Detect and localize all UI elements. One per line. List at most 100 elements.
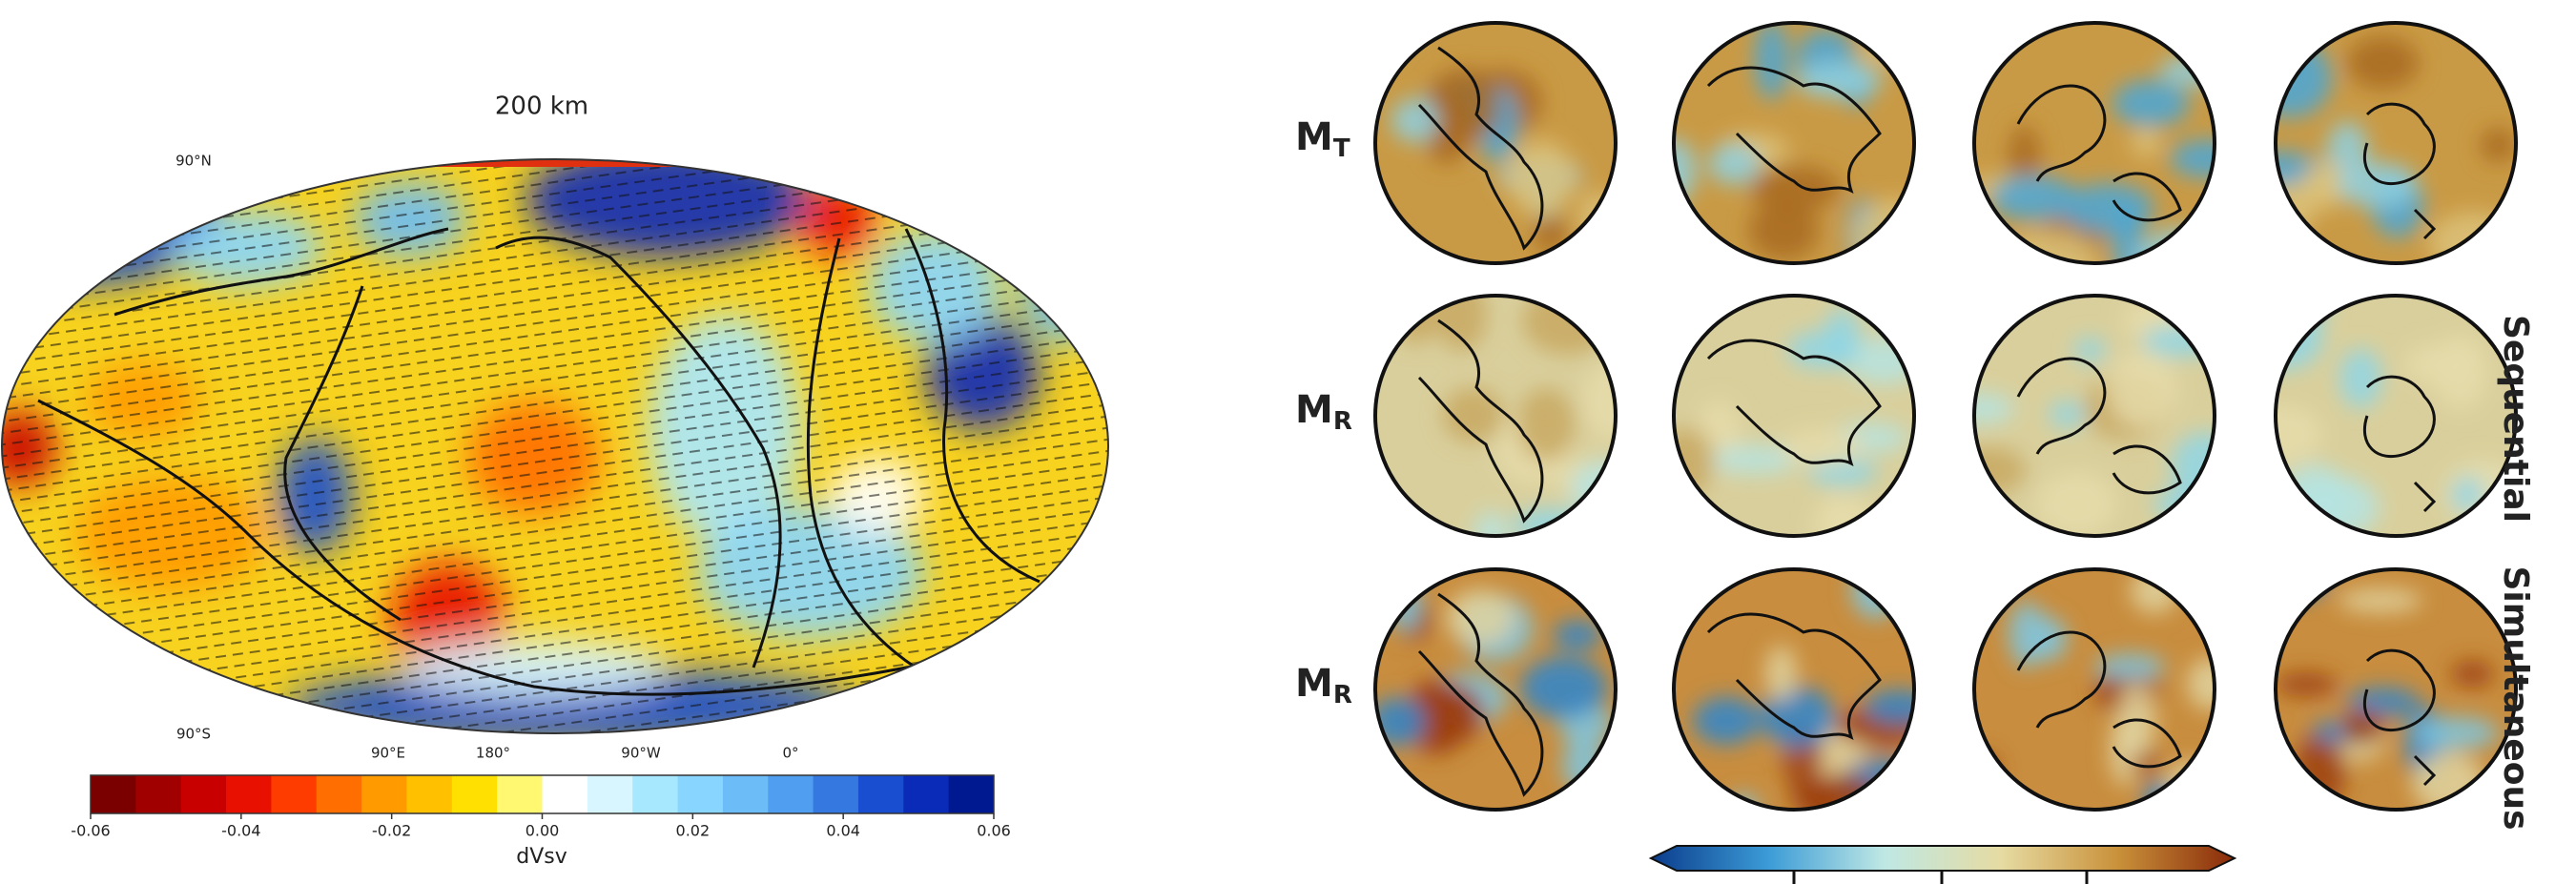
globe-anomaly (1435, 278, 1487, 351)
colorbar-band (858, 775, 904, 813)
globe-anomaly (2480, 128, 2517, 163)
globe-anomaly (1787, 331, 1855, 368)
globe-anomaly (1963, 753, 1999, 790)
globe-anomaly (2451, 661, 2494, 688)
globe-anomaly (2246, 259, 2331, 332)
globe-anomaly (1865, 689, 1935, 724)
colorbar-tick-label: -0.04 (221, 822, 260, 840)
globe-anomaly (2108, 350, 2177, 428)
globe-anomaly (1693, 697, 1760, 745)
colorbar-label: dVsv (516, 845, 567, 869)
globe-anomaly (2257, 504, 2299, 565)
globe-anomaly (2159, 55, 2231, 86)
group-label: Simultaneous (2496, 565, 2535, 830)
colorbar-band (587, 775, 633, 813)
globe (1351, 23, 1616, 263)
globe (1349, 278, 1644, 557)
globe-colorbar (1651, 846, 2235, 884)
row-label-sub: R (1333, 407, 1352, 436)
globe-anomaly (1954, 446, 2026, 494)
colorbar-band (632, 775, 678, 813)
globe (1963, 567, 2234, 832)
lat-label: 90°N (175, 153, 212, 170)
globe-anomaly (2413, 716, 2499, 750)
colorbar-band (543, 775, 588, 813)
globe-anomaly (1553, 620, 1601, 649)
globe-anomaly (1512, 507, 1593, 542)
globe-anomaly (2346, 36, 2419, 89)
colorbar-tick-label: 0.02 (676, 822, 711, 840)
globe-anomaly (1755, 20, 1788, 100)
globe-anomaly (2268, 41, 2302, 70)
globe-anomaly (2337, 162, 2417, 208)
colorbar-band (768, 775, 814, 813)
figure: 200 km 90°N 90°S 90°E 180° 90°W 0° -0.06… (0, 0, 2576, 884)
colorbar-band (814, 775, 859, 813)
globe-anomaly (1948, 393, 2014, 423)
colorbar-band (723, 775, 769, 813)
globe-anomaly (2186, 511, 2218, 539)
colorbar-tick-label: -0.06 (71, 822, 110, 840)
colorbar-tick-label: -0.02 (372, 822, 411, 840)
globe-anomaly (1349, 283, 1405, 311)
globe-anomaly (2265, 568, 2328, 598)
colorbar-band (406, 775, 452, 813)
group-label: Sequential (2496, 315, 2535, 523)
globe-anomaly (1427, 68, 1500, 143)
map-field (0, 143, 1116, 744)
row-label: MT (1295, 115, 1350, 163)
globe (1948, 295, 2247, 539)
colorbar-tick-label: 0.04 (826, 822, 860, 840)
globe-anomaly (2160, 761, 2219, 832)
globe-anomaly (1858, 40, 1919, 63)
globe-anomaly (1801, 774, 1886, 836)
globe-anomaly (2171, 432, 2239, 501)
lat-label: 90°S (176, 726, 211, 743)
globe-anomaly (1418, 684, 1485, 743)
globe-anomaly (2131, 128, 2161, 157)
globe-anomaly (1760, 686, 1834, 748)
globe-anomaly (1765, 646, 1797, 701)
lon-label: 90°W (621, 745, 661, 762)
colorbar-band (678, 775, 724, 813)
globe-anomaly (2131, 567, 2178, 613)
globe-anomaly (2135, 228, 2228, 295)
colorbar-band (226, 775, 272, 813)
globe-anomaly (2244, 304, 2323, 370)
globe-anomaly (2154, 485, 2247, 524)
globe-anomaly (1578, 191, 1616, 243)
row-label: MR (1295, 388, 1352, 436)
colorbar-tick-label: 0.00 (526, 822, 560, 840)
globe-anomaly (2339, 588, 2422, 612)
colorbar-tick-label: 0.06 (977, 822, 1011, 840)
lon-label: 0° (782, 745, 798, 762)
globe (2239, 259, 2524, 564)
colorbar-band (497, 775, 543, 813)
globe-anomaly (2451, 477, 2483, 513)
colorbar-bar (1651, 846, 2235, 871)
globe-anomaly (1659, 427, 1714, 496)
colorbar-band (361, 775, 407, 813)
globe (1659, 273, 1921, 553)
colorbar-band (949, 775, 995, 813)
colorbar-band (317, 775, 362, 813)
globe-anomaly (1520, 657, 1607, 719)
lon-label: 90°E (371, 745, 405, 762)
colorbar-band (91, 775, 136, 813)
row-label-sub: R (1333, 681, 1352, 709)
row-label-main: M (1295, 115, 1333, 159)
globe-anomaly (1446, 589, 1515, 646)
globe-anomaly (2049, 401, 2086, 428)
colorbar-band (181, 775, 227, 813)
colorbar-band (135, 775, 181, 813)
map-title: 200 km (495, 93, 588, 121)
colorbar-band (903, 775, 949, 813)
row-label-sub: T (1333, 134, 1350, 163)
globe-anomaly (1570, 461, 1642, 516)
globe-anomaly (1876, 273, 1913, 319)
globe-anomaly (2112, 80, 2190, 127)
globe-anomaly (2276, 672, 2339, 696)
row-label: MR (1295, 662, 1352, 709)
globe-anomaly (2009, 602, 2047, 668)
